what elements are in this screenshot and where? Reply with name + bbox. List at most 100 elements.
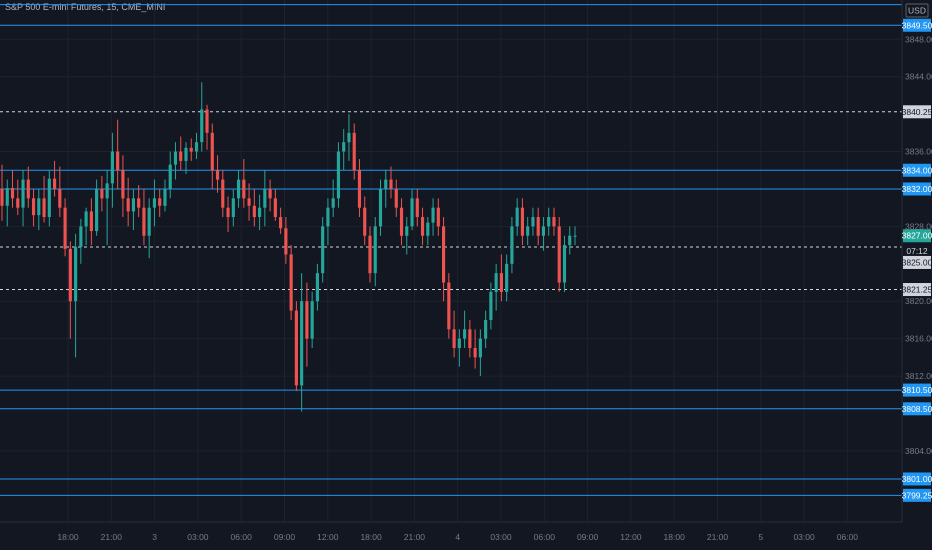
candle bbox=[16, 179, 20, 216]
x-tick-label: 18:00 bbox=[664, 532, 686, 542]
candle-body bbox=[447, 282, 451, 330]
candle bbox=[268, 179, 272, 212]
candle-body bbox=[389, 179, 393, 189]
candle bbox=[300, 273, 304, 412]
candle-body bbox=[573, 235, 577, 237]
candle bbox=[215, 155, 220, 193]
candle-body bbox=[263, 188, 267, 208]
candle-body bbox=[74, 246, 78, 302]
candle bbox=[510, 217, 514, 274]
candle-body bbox=[520, 207, 525, 236]
candle-body bbox=[179, 151, 183, 161]
price-badge-text-last: 3827.00 bbox=[902, 231, 932, 241]
candle-body bbox=[378, 188, 383, 227]
candle-body bbox=[405, 226, 409, 236]
candle bbox=[58, 166, 62, 218]
candle bbox=[573, 226, 577, 246]
x-tick-label: 06:00 bbox=[534, 532, 556, 542]
candle-body bbox=[142, 207, 146, 236]
candle-body bbox=[426, 222, 430, 236]
candle-body bbox=[547, 217, 551, 227]
level-price-badge bbox=[903, 383, 931, 397]
candle-body bbox=[200, 109, 204, 143]
candle-body bbox=[294, 310, 298, 386]
candle-body bbox=[226, 207, 230, 218]
x-tick-label: 21:00 bbox=[101, 532, 123, 542]
candle-body bbox=[58, 188, 62, 208]
candle-body bbox=[95, 188, 99, 232]
candle bbox=[520, 198, 525, 246]
candle-body bbox=[489, 291, 493, 320]
candle-body bbox=[541, 226, 546, 236]
price-badge-text-gray: 3825.00 bbox=[902, 257, 932, 267]
dashed-price-badge bbox=[903, 283, 931, 297]
y-tick-label: 3836.00 bbox=[905, 147, 932, 157]
candle bbox=[294, 301, 298, 392]
candle-body bbox=[110, 151, 114, 184]
dashed-price-badge bbox=[903, 105, 931, 119]
candle-body bbox=[5, 188, 9, 206]
candle-body bbox=[468, 329, 472, 348]
candle bbox=[84, 207, 88, 246]
candle bbox=[541, 217, 546, 251]
level-price-badge bbox=[903, 472, 931, 486]
x-tick-label: 03:00 bbox=[490, 532, 512, 542]
x-tick-label: 12:00 bbox=[317, 532, 339, 542]
level-price-text: 3808.50 bbox=[902, 404, 932, 414]
candle-body bbox=[305, 301, 309, 339]
candle-body bbox=[494, 273, 498, 292]
candle-body bbox=[363, 207, 367, 236]
x-tick-label: 03:00 bbox=[187, 532, 209, 542]
candle bbox=[152, 179, 157, 227]
candle-body bbox=[310, 301, 314, 339]
candle bbox=[321, 217, 325, 283]
candle-body bbox=[431, 207, 435, 223]
x-tick-label: 18:00 bbox=[57, 532, 79, 542]
level-price-badge bbox=[903, 182, 931, 196]
candle-body bbox=[342, 142, 346, 152]
candle-body bbox=[68, 248, 72, 302]
candle bbox=[236, 170, 241, 208]
candle bbox=[384, 170, 388, 208]
level-price-text: 3801.00 bbox=[902, 474, 932, 484]
candle-body bbox=[300, 301, 304, 386]
candle bbox=[110, 132, 114, 208]
candle bbox=[352, 123, 356, 180]
dashed-price-text: 3821.25 bbox=[902, 285, 932, 295]
time-axis[interactable]: 18:00 21:00 3 03:00 06:00 09:00 12:00 18:00 21:0… bbox=[0, 521, 902, 550]
candle bbox=[247, 183, 251, 221]
candle-body bbox=[505, 263, 509, 292]
candle bbox=[105, 170, 109, 246]
candle-body bbox=[326, 207, 330, 227]
candle-body bbox=[268, 188, 272, 199]
candle bbox=[347, 114, 351, 161]
candle-body bbox=[258, 207, 262, 218]
candle bbox=[426, 217, 430, 246]
y-tick-label: 3816.00 bbox=[905, 334, 932, 344]
candle bbox=[310, 291, 314, 348]
x-tick-label: 06:00 bbox=[231, 532, 253, 542]
candle-body bbox=[442, 226, 446, 283]
candle-body bbox=[26, 179, 30, 199]
level-price-text: 3834.00 bbox=[902, 165, 932, 175]
candle bbox=[189, 138, 193, 161]
candle bbox=[452, 310, 456, 358]
candle bbox=[173, 142, 178, 180]
candle-body bbox=[131, 198, 135, 212]
candle bbox=[21, 170, 25, 227]
candle-body bbox=[189, 147, 193, 152]
candle-body bbox=[331, 198, 335, 208]
candle-body bbox=[373, 226, 377, 274]
horizontal-level-lines[interactable] bbox=[0, 4, 902, 496]
candle bbox=[463, 310, 467, 348]
level-price-badge bbox=[903, 163, 931, 177]
currency-badge[interactable]: USD bbox=[905, 3, 929, 18]
candle bbox=[200, 82, 204, 152]
candle bbox=[42, 175, 46, 223]
candle bbox=[336, 142, 341, 208]
candle-body bbox=[415, 198, 419, 218]
candle bbox=[405, 217, 409, 255]
candle-body bbox=[357, 170, 362, 208]
candle bbox=[89, 198, 93, 246]
